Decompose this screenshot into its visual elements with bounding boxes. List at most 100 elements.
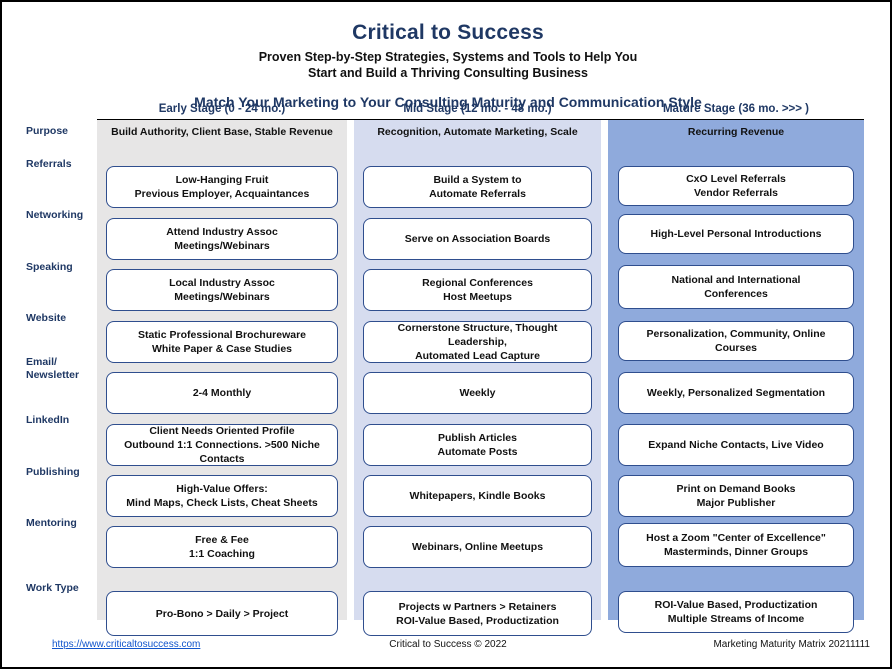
cell-line-1: Print on Demand Books [676,483,796,495]
cell-mid-email[interactable]: Weekly [363,372,592,414]
cell-line-1: 2-4 Monthly [192,387,252,399]
row-label-speaking: Speaking [26,261,73,273]
cell-line-2: Conferences [704,288,768,300]
cell-early-email[interactable]: 2-4 Monthly [106,372,338,414]
cell-early-referrals[interactable]: Low-Hanging Fruit Previous Employer, Acq… [106,166,338,208]
cell-mid-speaking[interactable]: Regional Conferences Host Meetups [363,269,592,311]
purpose-mid: Recognition, Automate Marketing, Scale [377,125,578,138]
cell-line-1: Webinars, Online Meetups [411,541,544,553]
cell-mid-publishing[interactable]: Whitepapers, Kindle Books [363,475,592,517]
cell-mid-linkedin[interactable]: Publish Articles Automate Posts [363,424,592,466]
cell-mid-mentoring[interactable]: Webinars, Online Meetups [363,526,592,568]
brand-title: Critical to Success [352,21,544,44]
cell-line-1: Regional Conferences [422,277,533,289]
cell-mid-work-type[interactable]: Projects w Partners > Retainers ROI-Valu… [363,591,592,636]
cell-line-1: Static Professional Brochureware [137,329,307,341]
cell-line-1: Pro-Bono > Daily > Project [155,607,289,620]
cell-line-1: Serve on Association Boards [404,233,551,245]
cell-line-2: Multiple Streams of Income [667,613,805,625]
cell-line-1: Whitepapers, Kindle Books [409,490,546,502]
cell-line-1: Weekly [459,387,496,399]
cell-line-2: White Paper & Case Studies [151,343,293,355]
cell-line-2: Automate Referrals [429,188,526,200]
row-label-column: Purpose Referrals Networking Speaking We… [2,120,97,620]
purpose-mature: Recurring Revenue [687,125,785,138]
cell-early-website[interactable]: Static Professional Brochureware White P… [106,321,338,363]
cell-mature-linkedin[interactable]: Expand Niche Contacts, Live Video [618,424,854,466]
cell-line-2: Masterminds, Dinner Groups [663,546,809,558]
cell-mid-networking[interactable]: Serve on Association Boards [363,218,592,260]
page-footer: https://www.criticaltosuccess.com Critic… [2,638,890,658]
cell-early-publishing[interactable]: High-Value Offers: Mind Maps, Check List… [106,475,338,517]
maturity-matrix-grid: Build Authority, Client Base, Stable Rev… [97,120,864,636]
cell-line-2: Meetings/Webinars [174,291,270,303]
cell-line-1: CxO Level Referrals [686,173,786,185]
cell-line-2: Automated Lead Capture [415,350,540,362]
cell-mature-referrals[interactable]: CxO Level Referrals Vendor Referrals [618,166,854,206]
column-gap-2 [601,120,608,620]
cell-mature-email[interactable]: Weekly, Personalized Segmentation [618,372,854,414]
cell-mature-work-type[interactable]: ROI-Value Based, Productization Multiple… [618,591,854,633]
cell-mature-publishing[interactable]: Print on Demand Books Major Publisher [618,475,854,517]
cell-line-2: Outbound 1:1 Connections. >500 Niche Con… [124,439,320,465]
column-early-stage: Build Authority, Client Base, Stable Rev… [97,120,347,636]
cell-line-2: Mind Maps, Check Lists, Cheat Sheets [126,497,318,509]
cell-mature-speaking[interactable]: National and International Conferences [618,265,854,309]
row-label-linkedin: LinkedIn [26,414,70,426]
row-label-work-type: Work Type [26,582,79,594]
stage-header-divider-2 [601,102,608,120]
row-label-purpose: Purpose [26,125,69,137]
cell-line-1: Projects w Partners > Retainers [398,600,557,613]
cell-line-2: Automate Posts [437,446,518,458]
cell-line-1: National and International [671,274,801,286]
cell-line-2: Previous Employer, Acquaintances [134,188,310,200]
purpose-early: Build Authority, Client Base, Stable Rev… [111,125,333,138]
cell-line-1: Free & Fee [195,534,249,546]
cell-mature-mentoring[interactable]: Host a Zoom "Center of Excellence" Maste… [618,523,854,567]
brand-tagline-line1: Proven Step-by-Step Strategies, Systems … [258,50,638,64]
cell-early-speaking[interactable]: Local Industry Assoc Meetings/Webinars [106,269,338,311]
matrix-title: Match Your Marketing to Your Consulting … [194,94,702,110]
brand-tagline-line2: Start and Build a Thriving Consulting Bu… [308,66,588,80]
cell-early-work-type[interactable]: Pro-Bono > Daily > Project [106,591,338,636]
cell-line-2: Major Publisher [696,497,776,509]
website-link[interactable]: https://www.criticaltosuccess.com [52,639,201,650]
cell-mature-networking[interactable]: High-Level Personal Introductions [618,214,854,254]
cell-early-networking[interactable]: Attend Industry Assoc Meetings/Webinars [106,218,338,260]
stage-header-mid: Mid Stage (12 mo. - 48 mo.) [354,102,601,120]
cell-line-1: Low-Hanging Fruit [175,174,269,186]
cell-line-1: Weekly, Personalized Segmentation [646,387,826,399]
cell-mid-website[interactable]: Cornerstone Structure, Thought Leadershi… [363,321,592,363]
stage-header-row: Early Stage (0 - 24 mo.) Mid Stage (12 m… [97,102,864,120]
row-label-publishing: Publishing [26,466,80,478]
row-label-newsletter: Newsletter [26,369,80,381]
cell-line-1: Build a System to [433,174,522,186]
column-mid-stage: Recognition, Automate Marketing, Scale B… [354,120,601,636]
column-gap-1 [347,120,354,620]
document-id: Marketing Maturity Matrix 20211111 [713,639,870,650]
cell-line-2: Host Meetups [443,291,512,303]
cell-early-linkedin[interactable]: Client Needs Oriented Profile Outbound 1… [106,424,338,466]
cell-early-mentoring[interactable]: Free & Fee 1:1 Coaching [106,526,338,568]
cell-line-1: Local Industry Assoc [169,277,275,289]
page-header: Critical to Success Proven Step-by-Step … [2,20,890,111]
row-label-networking: Networking [26,209,84,221]
cell-line-1: Host a Zoom "Center of Excellence" [646,532,826,544]
row-label-website: Website [26,312,67,324]
column-mature-stage: Recurring Revenue CxO Level Referrals Ve… [608,120,864,633]
row-label-referrals: Referrals [26,158,72,170]
cell-mid-referrals[interactable]: Build a System to Automate Referrals [363,166,592,208]
row-label-email: Email/ [26,356,57,368]
cell-line-1: Publish Articles [438,432,517,444]
stage-header-divider-1 [347,102,354,120]
cell-line-1: Expand Niche Contacts, Live Video [648,439,824,451]
cell-line-2: Vendor Referrals [693,187,779,199]
cell-line-2: 1:1 Coaching [189,548,255,560]
cell-line-1: ROI-Value Based, Productization [654,599,818,611]
cell-mature-website[interactable]: Personalization, Community, Online Cours… [618,321,854,361]
stage-header-early: Early Stage (0 - 24 mo.) [97,102,347,120]
copyright-text: Critical to Success © 2022 [389,639,507,650]
cell-line-1: Cornerstone Structure, Thought Leadershi… [397,322,558,348]
row-label-mentoring: Mentoring [26,517,77,529]
